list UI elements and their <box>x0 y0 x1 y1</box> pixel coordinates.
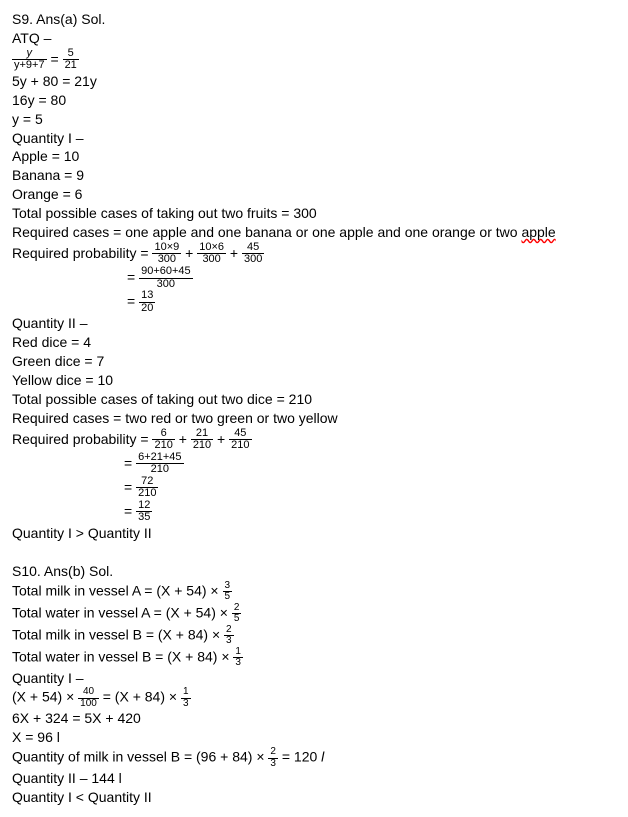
s10-line2: 6X + 324 = 5X + 420 <box>12 709 616 728</box>
milkA: Total milk in vessel A = (X + 54) × 35 <box>12 581 616 603</box>
f-t2: 10×6300 <box>197 242 226 266</box>
red: Red dice = 4 <box>12 333 616 352</box>
q1-cases-text: Required cases = one apple and one banan… <box>12 224 521 240</box>
waterA-text: Total water in vessel A = (X + 54) × <box>12 604 232 620</box>
milkB: Total milk in vessel B = (X + 84) × 23 <box>12 625 616 647</box>
s10-q1: Quantity I – <box>12 669 616 688</box>
qmB-text: Quantity of milk in vessel B = (96 + 84)… <box>12 749 268 765</box>
waterB: Total water in vessel B = (X + 84) × 13 <box>12 647 616 669</box>
s10-line3: X = 96 l <box>12 728 616 747</box>
apple: Apple = 10 <box>12 147 616 166</box>
spacer <box>12 543 616 562</box>
s10-qmB: Quantity of milk in vessel B = (96 + 84)… <box>12 747 616 769</box>
compare2: Quantity I < Quantity II <box>12 788 616 807</box>
eq1: yy+9+7 = 521 <box>12 48 616 72</box>
banana: Banana = 9 <box>12 166 616 185</box>
q2-cases: Required cases = two red or two green or… <box>12 409 616 428</box>
f-er: 13 <box>181 687 191 709</box>
milkB-text: Total milk in vessel B = (X + 84) × <box>12 626 224 642</box>
waterB-text: Total water in vessel B = (X + 84) × <box>12 648 233 664</box>
orange: Orange = 6 <box>12 185 616 204</box>
q2-total: Total possible cases of taking out two d… <box>12 390 616 409</box>
rp1-res: = 1320 <box>12 290 616 314</box>
yellow: Yellow dice = 10 <box>12 371 616 390</box>
f-qmB: 23 <box>268 747 278 769</box>
wavy-apple: apple <box>521 224 555 240</box>
litre-sym: l <box>321 749 324 765</box>
s10-block: S10. Ans(b) Sol. Total milk in vessel A … <box>12 562 616 807</box>
f-u2: 21210 <box>191 428 213 452</box>
rp2-step2: = 6+21+45210 <box>12 452 616 476</box>
rp2-step3: = 72210 <box>12 476 616 500</box>
s9-block: S9. Ans(a) Sol. ATQ – yy+9+7 = 521 5y + … <box>12 10 616 543</box>
q1-total: Total possible cases of taking out two f… <box>12 204 616 223</box>
f-mid: 72210 <box>136 476 158 500</box>
s9-header: S9. Ans(a) Sol. <box>12 10 616 29</box>
s10-header: S10. Ans(b) Sol. <box>12 562 616 581</box>
eq-lhs: (X + 54) × <box>12 689 78 705</box>
f-mB: 23 <box>224 625 234 647</box>
f-res1: 1320 <box>139 290 155 314</box>
compare1: Quantity I > Quantity II <box>12 524 616 543</box>
f-res2: 1235 <box>136 500 152 524</box>
qmB-post: = 120 <box>278 749 321 765</box>
f-wB: 13 <box>233 647 243 669</box>
rp1-step2: = 90+60+45300 <box>12 266 616 290</box>
line2: 5y + 80 = 21y <box>12 72 616 91</box>
q1-label: Quantity I – <box>12 129 616 148</box>
frac-eq1-rhs: 521 <box>63 48 79 72</box>
rp1: Required probability = 10×9300 + 10×6300… <box>12 242 616 266</box>
s10-eq: (X + 54) × 40100 = (X + 84) × 13 <box>12 687 616 709</box>
rp2-label: Required probability = <box>12 430 152 446</box>
f-sum2: 6+21+45210 <box>136 452 183 476</box>
rp1-label: Required probability = <box>12 245 152 261</box>
line3: 16y = 80 <box>12 91 616 110</box>
atq: ATQ – <box>12 29 616 48</box>
f-sum1: 90+60+45300 <box>139 266 193 290</box>
f-el: 40100 <box>78 687 99 709</box>
f-t3: 45300 <box>242 242 264 266</box>
f-wA: 25 <box>232 603 242 625</box>
f-t1: 10×9300 <box>152 242 181 266</box>
waterA: Total water in vessel A = (X + 54) × 25 <box>12 603 616 625</box>
q1-cases: Required cases = one apple and one banan… <box>12 223 616 242</box>
f-mA: 35 <box>223 581 233 603</box>
s10-q2: Quantity II – 144 l <box>12 769 616 788</box>
frac-eq1-lhs: yy+9+7 <box>12 48 47 72</box>
eq-mid: = (X + 84) × <box>99 689 181 705</box>
f-u3: 45210 <box>229 428 251 452</box>
rp2-res: = 1235 <box>12 500 616 524</box>
f-u1: 6210 <box>152 428 174 452</box>
milkA-text: Total milk in vessel A = (X + 54) × <box>12 582 223 598</box>
green: Green dice = 7 <box>12 352 616 371</box>
q2-label: Quantity II – <box>12 314 616 333</box>
rp2: Required probability = 6210 + 21210 + 45… <box>12 428 616 452</box>
line4: y = 5 <box>12 110 616 129</box>
